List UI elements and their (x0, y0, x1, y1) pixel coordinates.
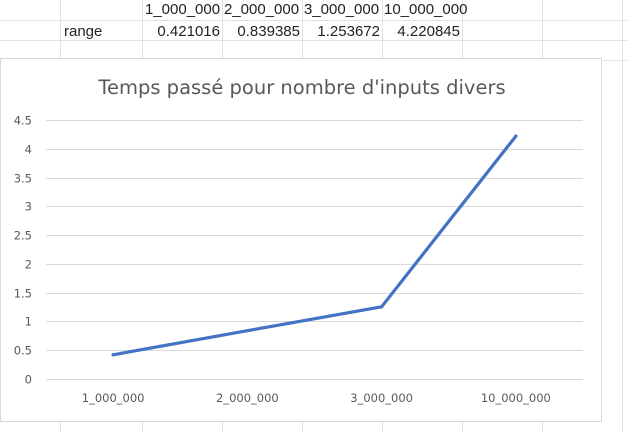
chart-canvas: Temps passé pour nombre d'inputs divers … (14, 76, 583, 405)
header-cell-4[interactable]: 10_000_000 (384, 1, 468, 18)
header-cell-2[interactable]: 2_000_000 (224, 1, 300, 18)
data-point-0-0[interactable] (111, 353, 115, 357)
series-layer (111, 134, 518, 357)
gridlines (46, 120, 583, 380)
line-chart[interactable]: Temps passé pour nombre d'inputs divers … (0, 58, 602, 422)
x-tick-label-2: 3_000_000 (350, 391, 413, 405)
value-cell-2[interactable]: 0.839385 (237, 23, 300, 40)
y-tick-label-5: 2.5 (14, 229, 32, 243)
y-tick-label-2: 1 (25, 315, 32, 329)
chart-title: Temps passé pour nombre d'inputs divers (97, 76, 505, 99)
x-tick-label-0: 1_000_000 (82, 391, 145, 405)
y-tick-label-7: 3.5 (14, 172, 32, 186)
y-tick-label-6: 3 (25, 200, 32, 214)
header-cell-3[interactable]: 3_000_000 (304, 1, 380, 18)
y-tick-label-3: 1.5 (14, 287, 32, 301)
y-tick-label-9: 4.5 (14, 114, 32, 128)
series-line-0[interactable] (111, 134, 518, 357)
y-tick-label-8: 4 (25, 143, 32, 157)
x-tick-label-3: 10_000_000 (481, 391, 551, 405)
value-cell-3[interactable]: 1.253672 (317, 23, 380, 40)
data-point-0-1[interactable] (245, 329, 249, 333)
x-tick-label-1: 2_000_000 (216, 391, 279, 405)
data-point-0-2[interactable] (380, 305, 384, 309)
y-axis-labels: 0 0.5 1 1.5 2 2.5 3 3.5 4 4.5 (14, 114, 32, 387)
header-cell-1[interactable]: 1_000_000 (145, 1, 221, 18)
x-axis-labels: 1_000_000 2_000_000 3_000_000 10_000_000 (82, 391, 551, 405)
row-label-cell[interactable]: range (64, 23, 103, 40)
y-tick-label-0: 0 (25, 373, 32, 387)
data-point-0-3[interactable] (514, 134, 518, 138)
value-cell-1[interactable]: 0.421016 (157, 23, 220, 40)
value-cell-4[interactable]: 4.220845 (397, 23, 460, 40)
y-tick-label-1: 0.5 (14, 344, 32, 358)
y-tick-label-4: 2 (25, 258, 32, 272)
